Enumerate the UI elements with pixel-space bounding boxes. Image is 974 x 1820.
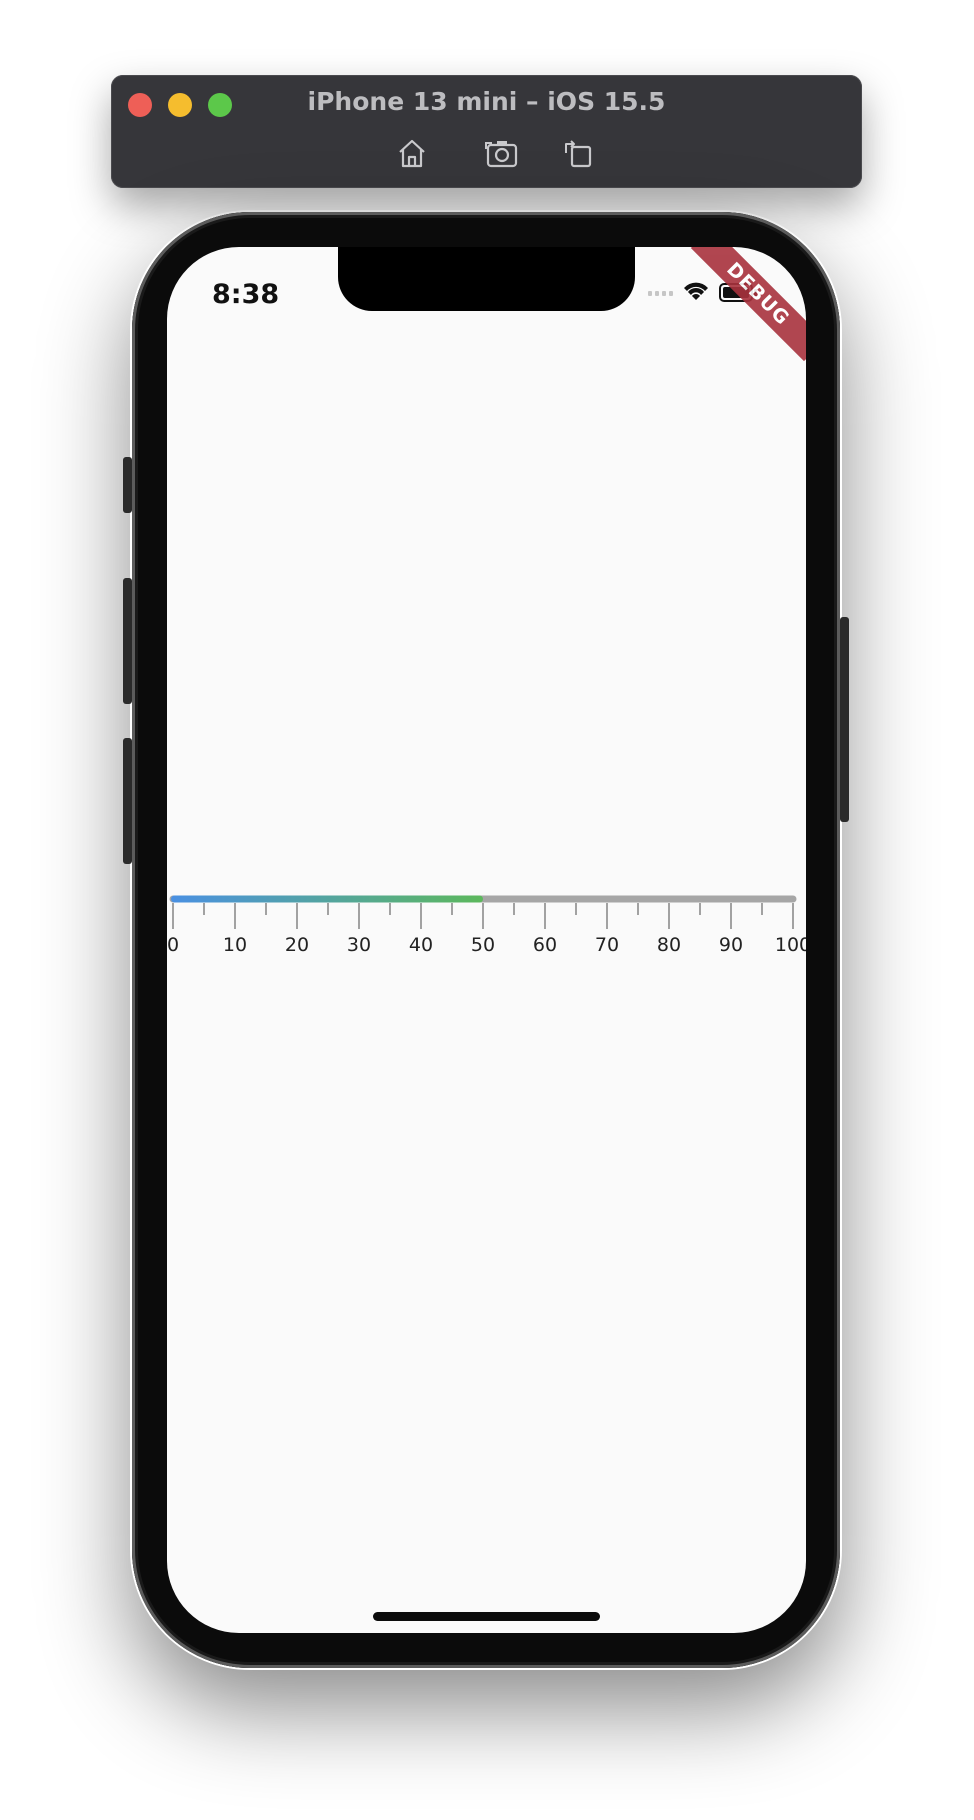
camera-icon (485, 141, 518, 168)
simulator-title: iPhone 13 mini – iOS 15.5 (307, 87, 666, 116)
gauge-label: 100 (775, 934, 806, 956)
simulator-toolbar (111, 135, 862, 171)
gauge-label: 90 (719, 934, 743, 956)
gauge-label: 10 (223, 934, 247, 956)
mute-switch (123, 457, 132, 513)
cellular-signal-icon (648, 291, 673, 296)
gauge-label: 40 (409, 934, 433, 956)
gauge-label: 50 (471, 934, 495, 956)
power-button (840, 617, 849, 822)
home-indicator[interactable] (373, 1612, 600, 1621)
volume-up-button (123, 578, 132, 704)
window-zoom-button[interactable] (208, 93, 232, 117)
home-button[interactable] (392, 135, 432, 171)
wifi-icon (684, 282, 708, 300)
gauge-label: 60 (533, 934, 557, 956)
volume-down-button (123, 738, 132, 864)
screenshot-button[interactable] (482, 135, 522, 171)
simulator-window: iPhone 13 mini – iOS 15.5 (111, 75, 862, 188)
window-minimize-button[interactable] (168, 93, 192, 117)
notch (338, 247, 635, 311)
home-icon (399, 139, 425, 168)
gauge-label: 20 (285, 934, 309, 956)
gauge-label: 30 (347, 934, 371, 956)
gauge-label: 70 (595, 934, 619, 956)
gauge-label: 80 (657, 934, 681, 956)
window-close-button[interactable] (128, 93, 152, 117)
gauge-label: 0 (167, 934, 179, 956)
rotate-button[interactable] (558, 135, 598, 171)
rotate-icon (565, 140, 592, 168)
phone-screen: 8:38 DEBUG (167, 247, 806, 1633)
status-time: 8:38 (212, 279, 280, 310)
linear-gauge: 0 10 20 30 40 50 60 70 80 90 100 (167, 895, 806, 956)
gauge-value-bar (171, 895, 483, 903)
